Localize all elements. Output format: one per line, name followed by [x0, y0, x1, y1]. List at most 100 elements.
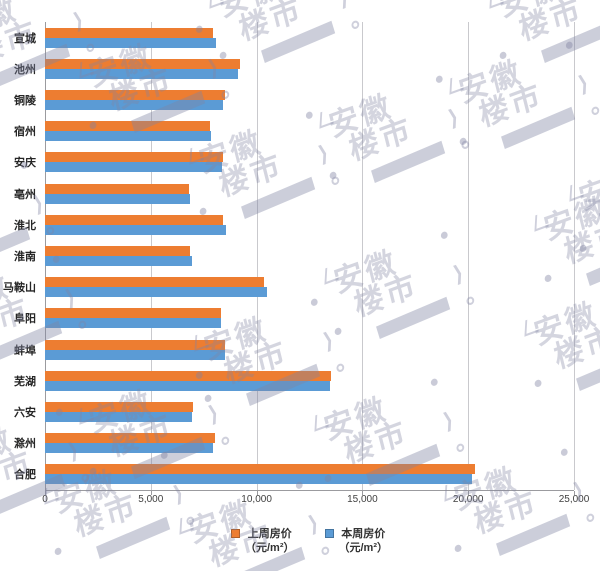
legend-label-last-week-name: 上周房价: [247, 528, 292, 540]
category-label: 宿州: [14, 126, 36, 139]
bar-this-week: [45, 224, 226, 235]
bar-group: [45, 459, 574, 490]
value-axis: 0 5,000 10,000 15,000 20,000 25,000: [42, 494, 589, 508]
legend-label-last-week: 上周房价 （元/m²）: [245, 527, 295, 556]
bar-this-week: [45, 349, 225, 360]
bar-group: [45, 396, 574, 427]
bar-last-week: [45, 58, 240, 69]
bar-last-week: [45, 121, 211, 132]
bar-group: [45, 272, 574, 303]
watermark-ring: [590, 105, 600, 117]
bar-group: [45, 303, 574, 334]
bar-last-week: [45, 183, 189, 194]
bar-this-week: [45, 287, 268, 298]
watermark-text: 安徽: [216, 0, 340, 24]
legend-label-this-week: 本周房价 （元/m²）: [339, 527, 389, 556]
bar-this-week: [45, 474, 473, 485]
bar-this-week: [45, 100, 223, 110]
category-label: 滁州: [14, 438, 36, 451]
x-tick-label: 15,000: [347, 494, 378, 505]
watermark-bracket-icon: ⟩: [575, 69, 592, 98]
category-label: 芜湖: [14, 375, 36, 388]
plot-area: [45, 22, 575, 495]
bar-group: [45, 240, 574, 271]
bar-group: [45, 428, 574, 459]
legend-item-this-week: 本周房价 （元/m²）: [324, 527, 389, 556]
bar-this-week: [45, 131, 212, 142]
watermark-dot: [578, 243, 588, 253]
watermark-ring: [585, 512, 596, 524]
gridline: [468, 22, 470, 490]
bar-last-week: [45, 464, 475, 475]
bar-last-week: [45, 246, 190, 257]
bar-group: [45, 116, 574, 147]
bar-last-week: [45, 370, 331, 381]
bar-last-week: [45, 214, 223, 225]
x-tick-label: 25,000: [558, 494, 590, 505]
x-axis-line: [45, 490, 574, 491]
bar-group: [45, 147, 574, 178]
x-tick-label: 10,000: [241, 494, 272, 505]
category-axis: 宣城 池州 铜陵 宿州 安庆 亳州 淮北 淮南 马鞍山 阜阳 蚌埠 芜湖 六安 滁州 合肥: [0, 22, 40, 490]
watermark-angle-icon: [209, 0, 225, 9]
bar-this-week: [45, 193, 190, 204]
watermark-bracket-icon: ⟩: [336, 0, 352, 13]
category-label: 合肥: [14, 469, 36, 482]
bar-last-week: [45, 90, 225, 100]
bar-this-week: [45, 380, 330, 391]
x-tick-label: 0: [42, 494, 48, 505]
legend: 上周房价 （元/m²） 本周房价 （元/m²）: [45, 527, 574, 556]
category-label: 阜阳: [14, 313, 36, 326]
bar-rows: [45, 22, 574, 490]
x-axis-tickmark: [45, 491, 46, 495]
bar-this-week: [45, 162, 222, 173]
bar-this-week: [45, 256, 193, 267]
legend-item-last-week: 上周房价 （元/m²）: [231, 527, 295, 556]
bar-last-week: [45, 339, 226, 350]
watermark-text: 安徽: [575, 161, 600, 217]
watermark-bar: [576, 348, 600, 392]
legend-label-this-week-name: 本周房价: [341, 528, 386, 540]
gridline: [256, 22, 258, 490]
bar-group: [45, 53, 574, 84]
bar-this-week: [45, 37, 217, 48]
category-label: 蚌埠: [14, 344, 36, 357]
bar-last-week: [45, 277, 264, 288]
category-label: 马鞍山: [3, 282, 36, 295]
watermark-ring: [185, 515, 196, 527]
category-label: 淮北: [14, 219, 36, 232]
x-axis-tickmark: [574, 491, 575, 495]
bar-last-week: [45, 433, 216, 444]
bar-this-week: [45, 318, 222, 329]
bar-this-week: [45, 68, 238, 79]
watermark-bar: [586, 243, 600, 287]
bar-group: [45, 178, 574, 209]
category-label: 宣城: [14, 32, 36, 45]
category-label: 池州: [14, 63, 36, 76]
watermark-text: 安徽: [496, 0, 600, 24]
legend-label-last-week-unit: （元/m²）: [245, 542, 295, 555]
category-label: 铜陵: [14, 95, 36, 107]
x-axis-tickmark: [150, 491, 152, 495]
watermark-angle-icon: [489, 0, 505, 9]
category-label: 六安: [14, 407, 36, 420]
bar-last-week: [45, 308, 221, 319]
bar-last-week: [45, 27, 214, 38]
watermark-text: 楼市: [595, 184, 600, 240]
x-axis-tickmark: [468, 491, 470, 495]
bar-this-week: [45, 412, 193, 423]
legend-swatch-last-week: [231, 529, 240, 538]
bar-group: [45, 365, 574, 396]
x-tick-label: 5,000: [138, 494, 164, 505]
bar-group: [45, 209, 574, 240]
bar-group: [45, 334, 574, 365]
x-tick-label: 20,000: [452, 494, 484, 505]
legend-label-this-week-unit: （元/m²）: [338, 542, 389, 555]
category-label: 安庆: [14, 157, 36, 170]
bar-last-week: [45, 152, 223, 163]
bar-last-week: [45, 402, 194, 413]
gridline: [362, 22, 364, 490]
category-label: 亳州: [14, 188, 36, 201]
x-axis-tickmark: [362, 491, 364, 495]
